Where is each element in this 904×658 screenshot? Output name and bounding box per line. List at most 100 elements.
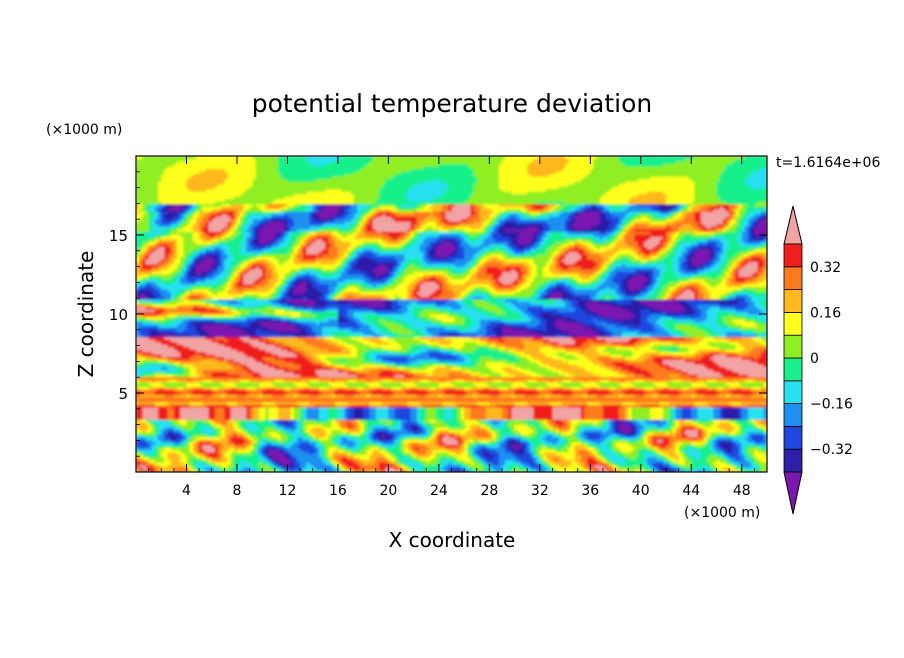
field-cell xyxy=(306,406,320,410)
field-cell xyxy=(268,411,279,415)
field-cell xyxy=(173,346,191,350)
field-cell xyxy=(148,329,159,333)
field-cell xyxy=(681,429,686,433)
field-cell xyxy=(697,303,721,308)
field-cell xyxy=(505,369,519,373)
field-cell xyxy=(170,296,175,300)
field-cell xyxy=(303,424,307,428)
field-cell xyxy=(662,386,670,390)
field-cell xyxy=(602,461,607,466)
field-cell xyxy=(489,466,494,471)
field-cell xyxy=(397,276,405,280)
field-cell xyxy=(385,454,393,458)
field-cell xyxy=(136,316,147,320)
field-cell xyxy=(334,296,339,300)
field-cell xyxy=(694,404,711,408)
field-cell xyxy=(423,331,431,335)
field-cell xyxy=(240,276,244,280)
field-cell xyxy=(653,306,686,310)
field-cell xyxy=(255,451,260,456)
field-cell xyxy=(397,301,412,305)
field-cell xyxy=(445,444,459,448)
field-cell xyxy=(445,441,459,446)
field-cell xyxy=(580,406,585,410)
field-cell xyxy=(227,421,235,425)
field-cell xyxy=(637,293,645,298)
field-cell xyxy=(221,421,229,425)
field-cell xyxy=(470,361,478,365)
field-cell xyxy=(549,429,557,433)
field-cell xyxy=(602,456,607,461)
field-cell xyxy=(725,276,733,280)
field-cell xyxy=(625,288,632,293)
field-cell xyxy=(192,434,210,438)
field-cell xyxy=(180,441,184,446)
field-cell xyxy=(347,409,355,413)
field-cell xyxy=(735,278,746,282)
field-cell xyxy=(697,414,714,418)
field-cell xyxy=(287,271,295,275)
field-cell xyxy=(325,308,339,313)
field-cell xyxy=(694,444,705,448)
field-cell xyxy=(697,429,702,433)
field-cell xyxy=(574,459,582,463)
field-cell xyxy=(287,436,295,440)
field-cell xyxy=(277,444,285,448)
field-cell xyxy=(309,434,314,438)
field-cell xyxy=(552,311,588,315)
field-cell xyxy=(410,288,415,293)
field-cell xyxy=(568,426,572,430)
field-cell xyxy=(180,281,197,285)
field-cell xyxy=(669,331,680,335)
field-cell xyxy=(681,271,699,275)
field-cell xyxy=(382,386,393,390)
field-cell xyxy=(401,469,405,472)
field-cell xyxy=(666,314,702,318)
field-cell xyxy=(334,344,345,348)
field-cell xyxy=(546,444,557,448)
field-cell xyxy=(388,456,396,461)
field-cell xyxy=(489,419,503,423)
field-cell xyxy=(470,406,487,410)
field-cell xyxy=(489,394,500,398)
field-cell xyxy=(650,308,664,313)
field-cell xyxy=(426,434,431,438)
field-cell xyxy=(710,431,730,435)
field-cell xyxy=(751,459,755,463)
field-cell xyxy=(142,321,159,325)
field-cell xyxy=(741,349,752,353)
field-cell xyxy=(754,439,765,443)
field-cell xyxy=(539,461,544,466)
field-cell xyxy=(170,276,178,280)
field-cell xyxy=(732,369,767,373)
field-cell xyxy=(533,459,538,463)
field-cell xyxy=(501,374,516,378)
field-cell xyxy=(584,366,607,370)
field-cell xyxy=(599,446,610,451)
field-cell xyxy=(725,459,730,463)
field-cell xyxy=(700,339,730,343)
field-cell xyxy=(719,411,724,415)
field-cell xyxy=(202,394,213,398)
field-cell xyxy=(139,379,153,383)
field-cell xyxy=(344,406,348,410)
field-cell xyxy=(700,288,708,293)
field-cell xyxy=(438,464,446,468)
field-cell xyxy=(643,359,655,363)
field-cell xyxy=(394,424,402,428)
field-cells xyxy=(136,156,767,472)
field-cell xyxy=(426,316,437,320)
field-cell xyxy=(337,459,342,463)
field-cell xyxy=(628,411,632,415)
field-cell xyxy=(473,286,487,290)
field-cell xyxy=(243,293,260,298)
field-cell xyxy=(435,409,446,413)
field-cell xyxy=(558,381,582,385)
field-cell xyxy=(419,436,424,440)
field-cell xyxy=(549,291,554,295)
field-cell xyxy=(602,316,614,320)
field-cell xyxy=(517,311,525,315)
field-cell xyxy=(678,419,686,423)
field-cell xyxy=(419,409,427,413)
field-cell xyxy=(145,306,156,310)
